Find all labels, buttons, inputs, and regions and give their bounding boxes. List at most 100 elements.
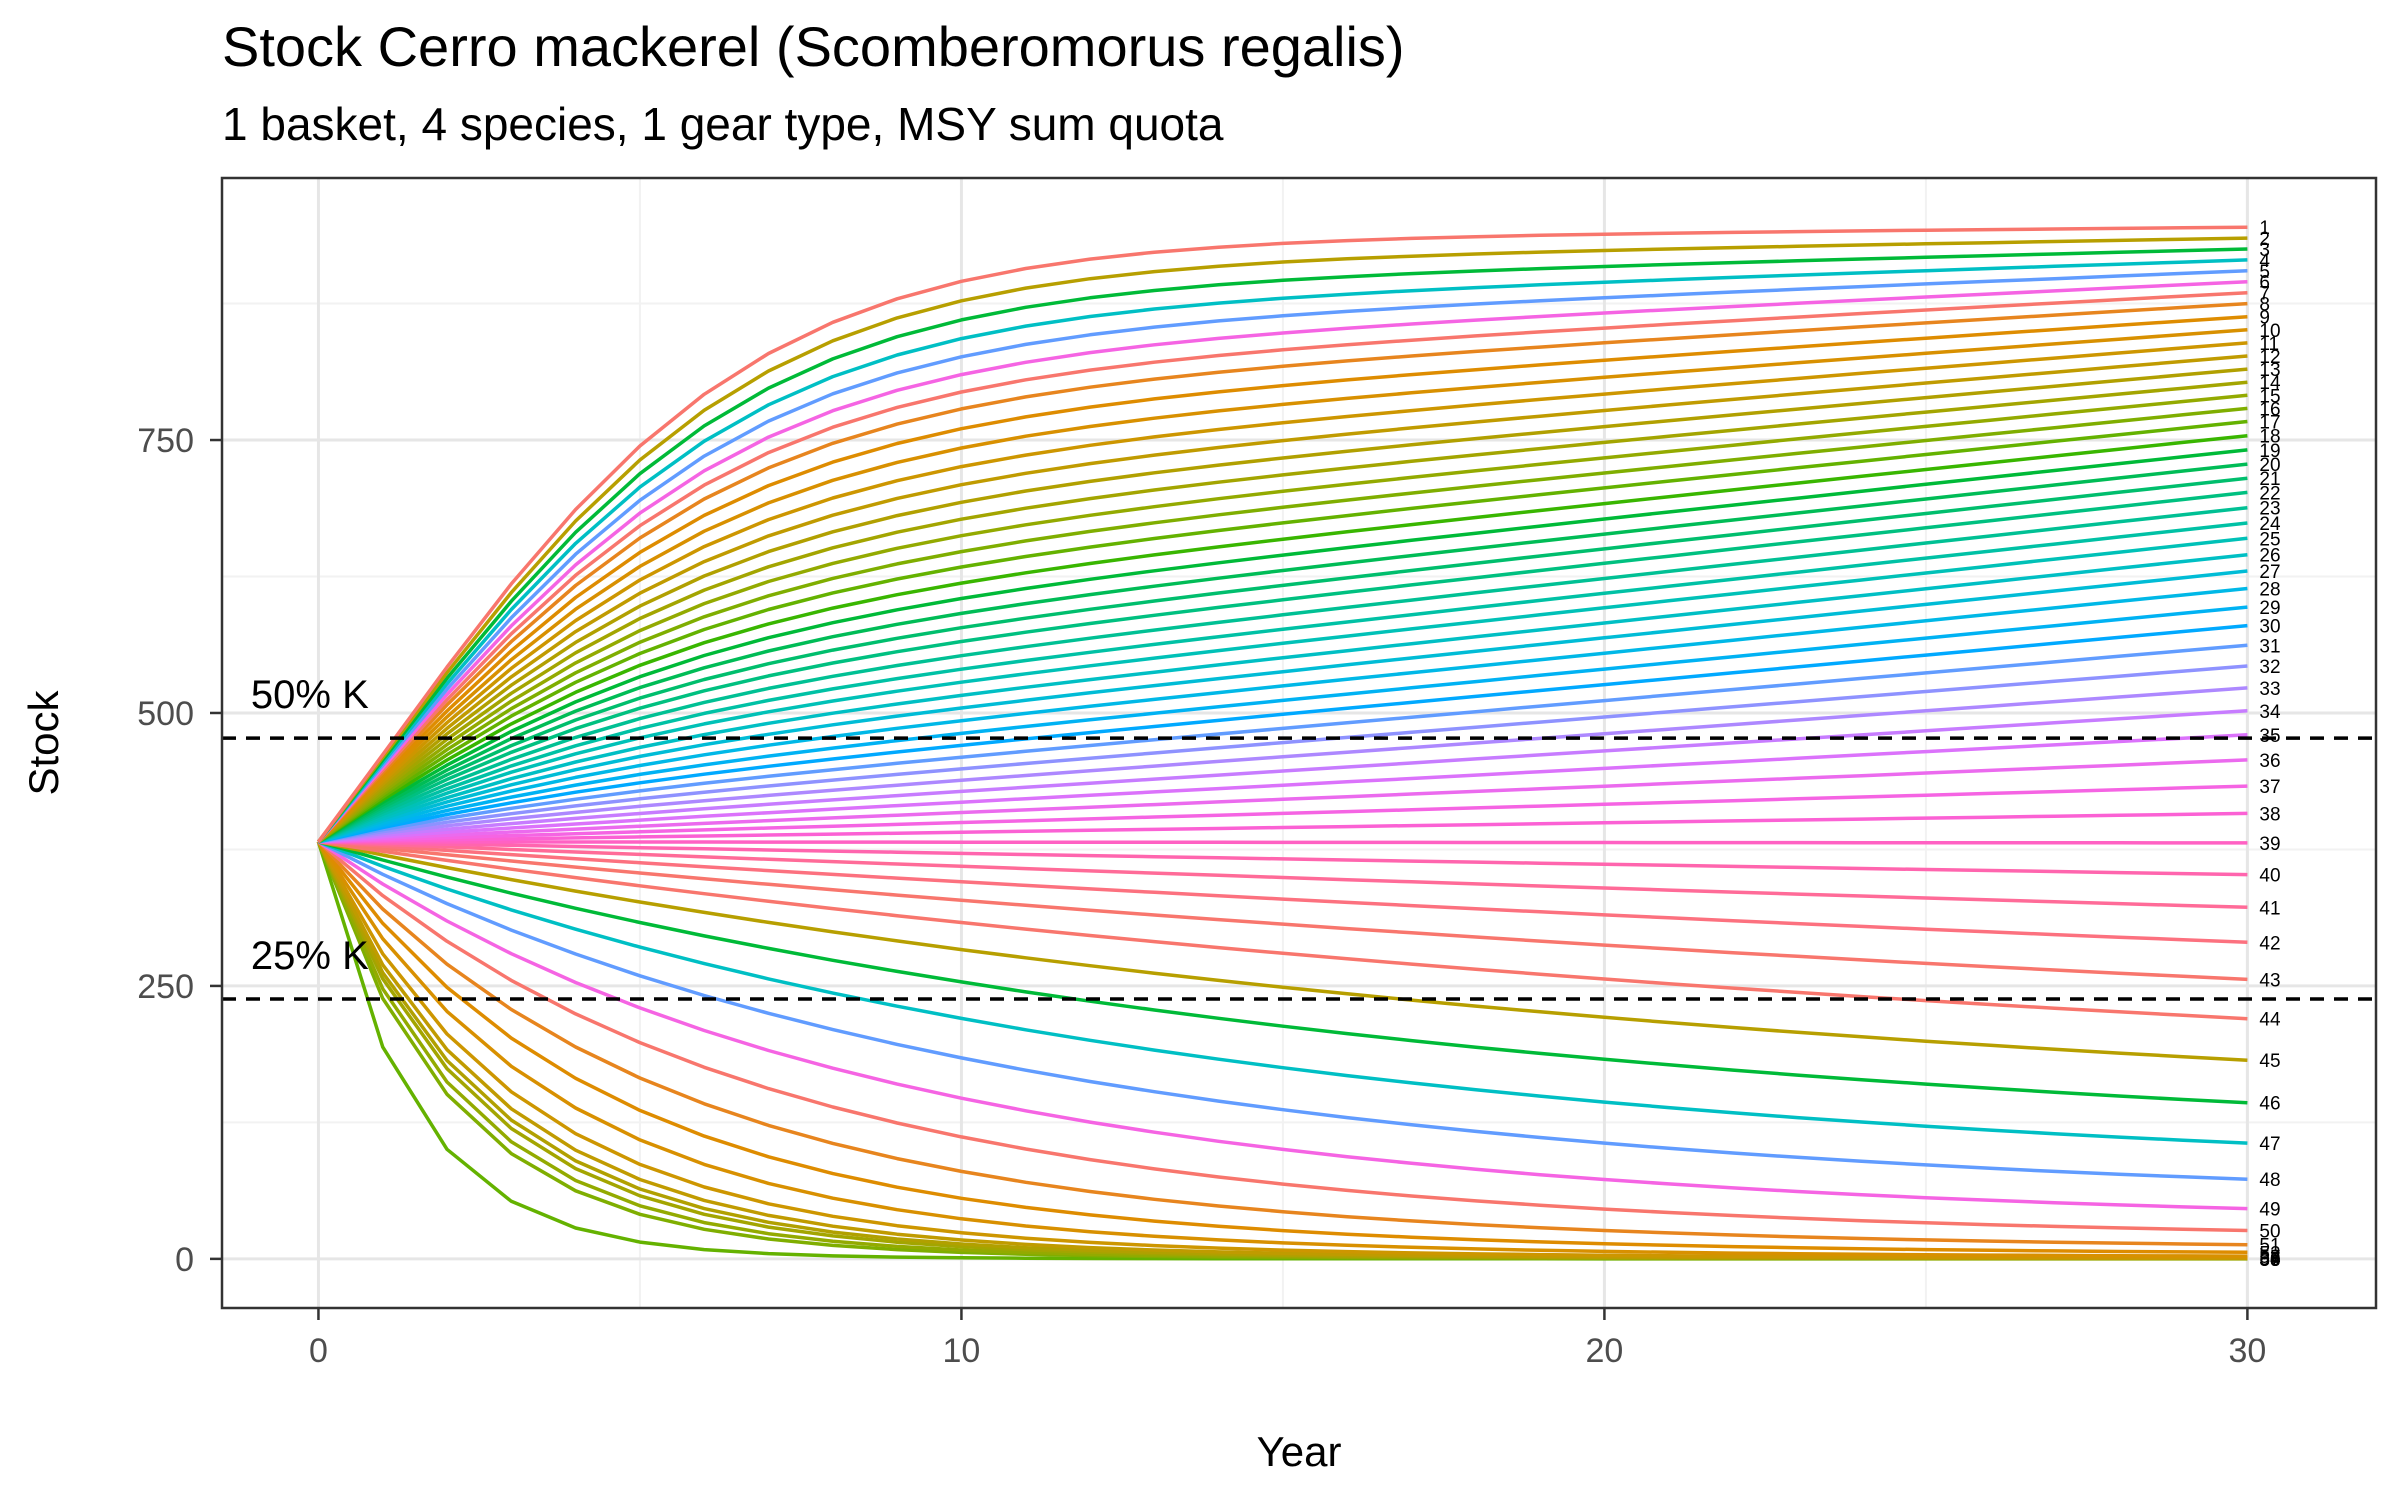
series-line-13 [317, 367, 2248, 844]
series-line-47 [317, 840, 2248, 1145]
series-line-53 [316, 840, 2248, 1258]
series-line-52 [317, 840, 2248, 1255]
series-line-40 [318, 840, 2248, 877]
x-tick-label: 0 [309, 1332, 328, 1370]
series-line-50 [317, 840, 2248, 1233]
x-tick-label: 30 [2228, 1332, 2266, 1370]
series-lines [316, 225, 2248, 1261]
series-end-label-2: 2 [2259, 229, 2270, 250]
series-end-label-39: 39 [2259, 834, 2280, 855]
series-line-34 [318, 709, 2248, 844]
series-line-54 [316, 840, 2248, 1260]
series-end-label-34: 34 [2259, 702, 2281, 723]
series-end-label-19: 19 [2259, 441, 2280, 462]
series-end-label-40: 40 [2259, 866, 2280, 887]
series-end-label-53: 53 [2259, 1247, 2280, 1268]
series-end-label-36: 36 [2259, 751, 2280, 772]
series-end-label-25: 25 [2259, 529, 2280, 550]
series-end-label-37: 37 [2259, 777, 2280, 798]
series-end-label-51: 51 [2259, 1236, 2280, 1257]
series-line-51 [317, 840, 2248, 1247]
series-line-11 [317, 341, 2248, 844]
series-line-18 [317, 433, 2248, 844]
series-line-3 [317, 247, 2248, 843]
y-tick-label: 500 [137, 695, 194, 733]
x-tick-label: 10 [943, 1332, 981, 1370]
series-line-33 [318, 686, 2248, 844]
series-end-label-42: 42 [2259, 933, 2280, 954]
series-line-8 [317, 301, 2248, 843]
series-end-labels: 1234567891011121314151617181920212223242… [2259, 218, 2281, 1271]
series-line-49 [317, 840, 2248, 1211]
series-line-20 [317, 462, 2248, 844]
series-end-label-59: 59 [2259, 1250, 2280, 1271]
series-line-2 [317, 236, 2248, 843]
series-end-label-48: 48 [2259, 1170, 2280, 1191]
series-end-label-24: 24 [2259, 514, 2281, 535]
series-line-10 [317, 328, 2248, 844]
series-end-label-22: 22 [2259, 483, 2280, 504]
series-end-label-5: 5 [2259, 262, 2270, 283]
series-end-label-50: 50 [2259, 1221, 2280, 1242]
series-line-45 [318, 840, 2248, 1062]
series-end-label-57: 57 [2259, 1250, 2280, 1271]
x-axis-title: Year [1257, 1428, 1342, 1475]
series-end-label-15: 15 [2259, 386, 2280, 407]
series-end-label-58: 58 [2259, 1250, 2280, 1271]
series-line-36 [318, 758, 2248, 844]
series-line-14 [317, 380, 2248, 844]
series-line-30 [318, 623, 2248, 844]
series-end-label-43: 43 [2259, 970, 2280, 991]
series-line-32 [318, 664, 2248, 844]
series-end-label-33: 33 [2259, 679, 2280, 700]
series-end-label-28: 28 [2259, 580, 2280, 601]
series-end-label-32: 32 [2259, 657, 2280, 678]
series-end-label-16: 16 [2259, 399, 2280, 420]
series-end-label-31: 31 [2259, 636, 2280, 657]
series-end-label-1: 1 [2259, 218, 2270, 239]
series-line-1 [316, 225, 2248, 843]
series-end-label-21: 21 [2259, 469, 2280, 490]
series-line-7 [317, 290, 2248, 843]
series-line-22 [317, 490, 2248, 844]
y-tick-label: 0 [175, 1241, 194, 1279]
series-line-4 [317, 258, 2248, 843]
series-end-label-20: 20 [2259, 455, 2280, 476]
series-line-15 [317, 393, 2248, 844]
series-end-label-7: 7 [2259, 284, 2270, 305]
series-end-label-8: 8 [2259, 295, 2270, 316]
series-line-46 [317, 840, 2248, 1105]
series-line-19 [317, 448, 2248, 844]
series-line-21 [317, 476, 2248, 844]
series-line-26 [317, 552, 2248, 844]
series-line-5 [317, 269, 2248, 843]
series-end-label-47: 47 [2259, 1134, 2280, 1155]
series-end-label-12: 12 [2259, 347, 2280, 368]
series-line-12 [317, 354, 2248, 844]
axes: 0 10 20 30 0 250 500 750 [137, 422, 2266, 1370]
series-end-label-56: 56 [2259, 1250, 2280, 1271]
series-end-label-30: 30 [2259, 617, 2280, 638]
series-end-label-9: 9 [2259, 308, 2270, 329]
series-end-label-35: 35 [2259, 726, 2280, 747]
series-line-39 [318, 840, 2248, 845]
series-end-label-10: 10 [2259, 321, 2280, 342]
series-line-43 [318, 840, 2248, 982]
series-end-label-38: 38 [2259, 804, 2280, 825]
chart-subtitle: 1 basket, 4 species, 1 gear type, MSY su… [222, 98, 1224, 150]
y-tick-label: 750 [137, 422, 194, 460]
plot-panel-border [220, 176, 2378, 1310]
series-end-label-44: 44 [2259, 1010, 2281, 1031]
series-end-label-3: 3 [2259, 240, 2270, 261]
series-line-23 [317, 505, 2248, 844]
series-end-label-11: 11 [2259, 334, 2279, 355]
series-line-44 [318, 840, 2248, 1021]
series-end-label-14: 14 [2259, 373, 2281, 394]
y-axis-title: Stock [20, 689, 67, 795]
y-tick-label: 250 [137, 968, 194, 1006]
series-end-label-13: 13 [2259, 360, 2280, 381]
series-end-label-52: 52 [2259, 1243, 2280, 1264]
series-end-label-6: 6 [2259, 273, 2270, 294]
series-end-label-27: 27 [2259, 562, 2280, 583]
